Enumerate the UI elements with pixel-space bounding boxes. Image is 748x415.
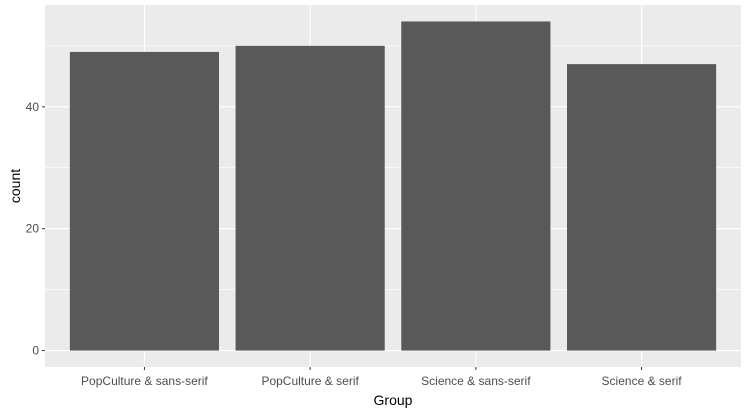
x-tick-label: Science & sans-serif	[421, 374, 531, 388]
y-tick-label: 40	[26, 100, 40, 114]
x-axis: PopCulture & sans-serif PopCulture & seri…	[81, 367, 682, 388]
bar	[235, 45, 385, 351]
bar	[69, 51, 219, 351]
x-tick-label: PopCulture & serif	[261, 374, 359, 388]
x-tick-label: Science & serif	[602, 374, 683, 388]
bars	[69, 21, 717, 351]
bar	[567, 64, 717, 351]
y-axis-title: count	[7, 169, 23, 203]
y-tick-label: 0	[32, 344, 39, 358]
y-tick-label: 20	[26, 222, 40, 236]
x-tick-label: PopCulture & sans-serif	[81, 374, 208, 388]
bar	[401, 21, 551, 351]
y-axis: 0 20 40	[26, 100, 45, 358]
x-axis-title: Group	[374, 392, 413, 408]
